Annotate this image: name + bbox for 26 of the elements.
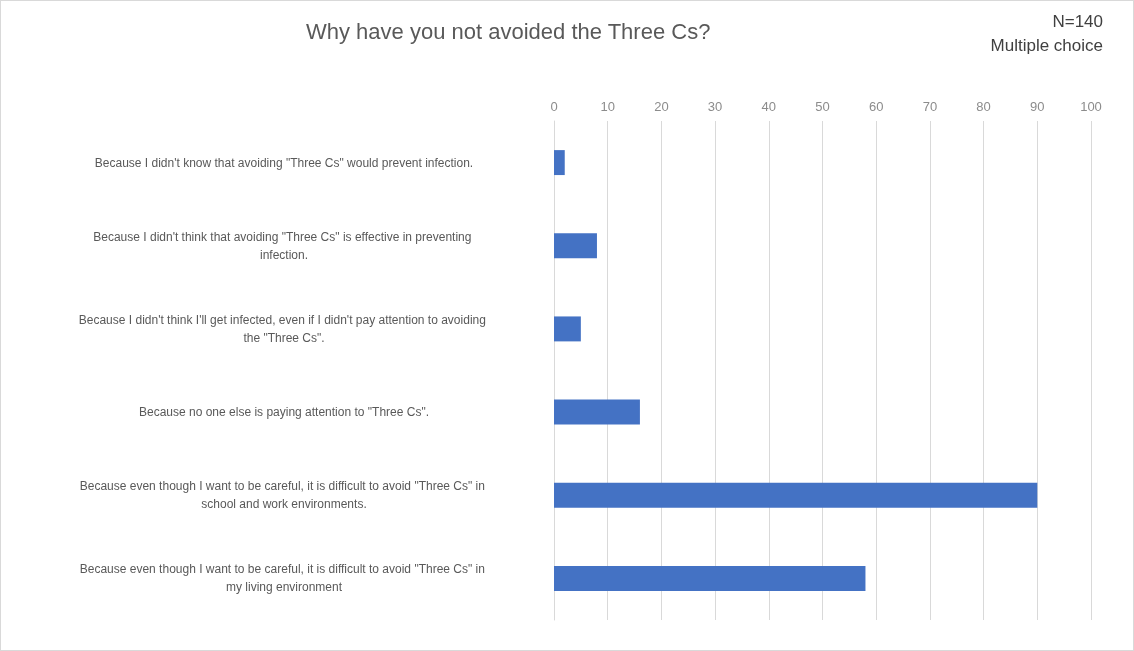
y-tick-label: Because even though I want to be careful, it is difficult to avoid "Three Cs" in my living environment bbox=[79, 562, 489, 595]
x-tick-label: 20 bbox=[654, 99, 669, 114]
x-tick-label: 60 bbox=[868, 99, 884, 114]
x-tick-label: 30 bbox=[707, 99, 723, 114]
text: N=140 bbox=[1052, 12, 1104, 31]
y-tick-label: Because I didn't think that avoiding "Three Cs" is effective in preventing infection. bbox=[93, 229, 475, 262]
chart-title: Why have you not avoided the Three Cs? bbox=[306, 18, 711, 44]
x-tick-label: 40 bbox=[761, 99, 777, 114]
text: Multiple choice bbox=[990, 36, 1104, 55]
bar bbox=[554, 482, 1038, 508]
x-tick-label: 70 bbox=[922, 99, 938, 114]
x-tick-label: 0 bbox=[550, 99, 558, 114]
bar bbox=[554, 316, 581, 342]
bar bbox=[554, 233, 597, 259]
bar bbox=[554, 150, 565, 176]
x-tick-label: 90 bbox=[1030, 99, 1045, 114]
x-tick-label: 50 bbox=[815, 99, 830, 114]
y-tick-label: Because even though I want to be careful, it is difficult to avoid "Three Cs" in school and work environments. bbox=[79, 479, 489, 512]
bar bbox=[554, 565, 866, 591]
bar bbox=[554, 399, 640, 425]
x-tick-label: 100 bbox=[1080, 99, 1102, 114]
y-tick-label: Because no one else is paying attention to "Three Cs". bbox=[138, 405, 430, 420]
y-tick-label: Because I didn't know that avoiding "Three Cs" would prevent infection. bbox=[94, 155, 474, 170]
x-tick-label: 10 bbox=[600, 99, 615, 114]
x-tick-label: 80 bbox=[976, 99, 991, 114]
y-tick-label: Because I didn't think I'll get infected, even if I didn't pay attention to avoiding the "Three Cs". bbox=[78, 312, 490, 345]
